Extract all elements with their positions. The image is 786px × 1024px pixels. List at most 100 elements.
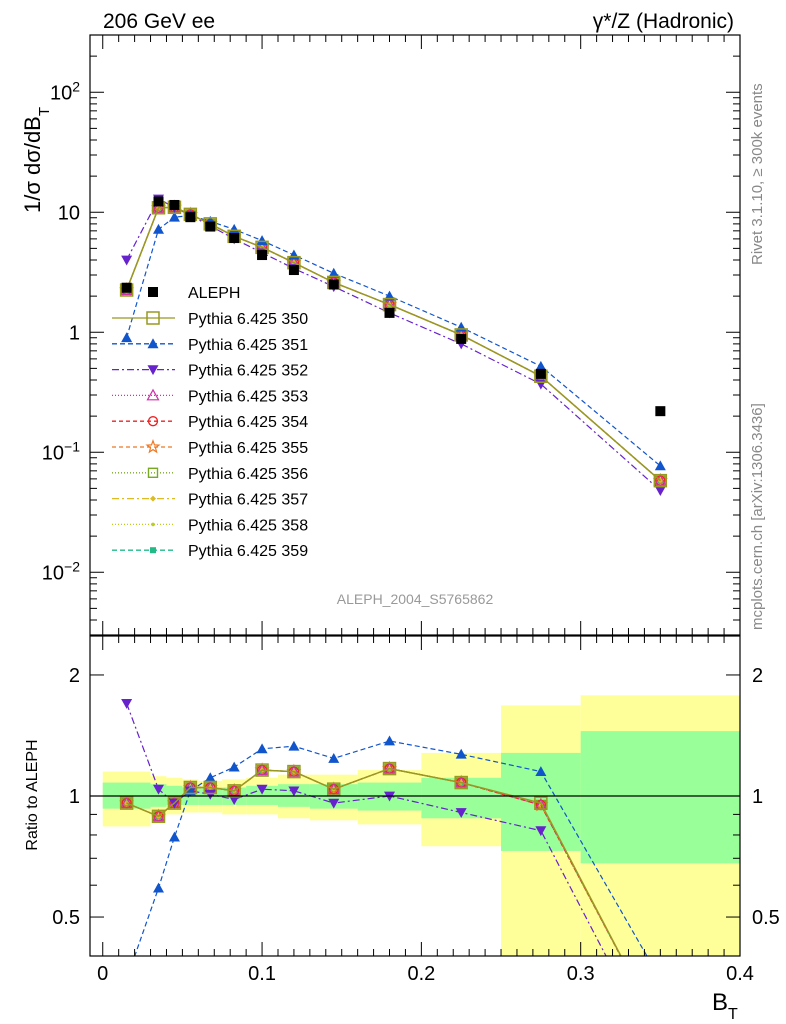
main-ytick-exponent: 2	[72, 78, 80, 94]
legend-label-aleph: ALEPH	[188, 285, 240, 302]
main-point-351-2	[168, 211, 180, 222]
ratio-line-350	[126, 767, 622, 956]
main-point-351-10	[455, 321, 467, 332]
legend-label-355: Pythia 6.425 355	[188, 440, 308, 457]
ratio-point-350-3	[183, 780, 198, 795]
ratio-y-axis-label: Ratio to ALEPH	[24, 739, 41, 850]
ratio-point-352-0	[121, 698, 133, 709]
ratio-point-350-1	[151, 809, 166, 824]
legend-marker-357	[150, 495, 156, 502]
ratio-point-350-7	[287, 764, 301, 779]
analysis-id-label: ALEPH_2004_S5765862	[337, 591, 494, 607]
aleph-point-3	[185, 212, 196, 223]
xtick-label-4: 0.4	[726, 963, 754, 985]
legend-label-357: Pythia 6.425 357	[188, 492, 308, 509]
aleph-point-6	[257, 250, 268, 261]
main-point-353-12	[653, 473, 667, 486]
xtick-label-2: 0.2	[407, 963, 435, 985]
main-ytick-label-3: 10	[58, 202, 80, 224]
energy-label: 206 GeV ee	[103, 10, 215, 33]
ratio-point-350-0	[119, 796, 134, 810]
main-ytick-label-4: 102	[50, 78, 80, 104]
legend-marker-356	[147, 467, 159, 478]
legend-label-352: Pythia 6.425 352	[188, 363, 308, 380]
main-point-351-1	[153, 223, 165, 234]
legend-marker-353	[146, 388, 160, 401]
ratio-point-352-8	[328, 798, 340, 809]
ratio-point-350-9	[382, 761, 397, 776]
ratio-point-353-0	[120, 796, 134, 809]
x-label-subscript: T	[728, 1006, 738, 1023]
ratio-point-350-6	[255, 763, 269, 777]
main-frame	[89, 34, 741, 636]
ratio-point-352-11	[535, 826, 547, 837]
legend-label-353: Pythia 6.425 353	[188, 388, 308, 405]
legend-marker-352	[147, 365, 159, 376]
main-point-351-6	[256, 235, 268, 246]
aleph-point-10	[456, 333, 467, 344]
main-point-352-0	[121, 255, 133, 266]
main-point-351-11	[535, 360, 547, 371]
band-inner-6	[246, 785, 278, 805]
ratio-point-351-8	[328, 752, 340, 763]
aleph-point-2	[169, 199, 180, 210]
ratio-point-353-9	[382, 761, 397, 774]
aleph-point-11	[535, 368, 546, 379]
ratio-point-352-10	[455, 808, 467, 818]
ratio-ytick-label-left-2: 2	[69, 665, 80, 687]
main-point-350-12	[653, 473, 668, 488]
ratio-uncertainty-bands	[102, 695, 740, 956]
main-ytick-label-0: 10−2	[42, 558, 80, 584]
rivet-version-label: Rivet 3.1.10, ≥ 300k events	[749, 83, 766, 265]
aleph-point-5	[229, 233, 240, 244]
aleph-point-8	[328, 279, 339, 290]
ratio-point-351-10	[455, 748, 467, 759]
legend-marker-350	[146, 311, 160, 325]
legend-label-354: Pythia 6.425 354	[188, 414, 308, 431]
ratio-point-350-10	[454, 775, 468, 790]
main-ytick-exponent: −1	[64, 438, 80, 454]
main-point-351-5	[228, 223, 240, 234]
legend-label-358: Pythia 6.425 358	[188, 517, 308, 534]
ratio-point-350-2	[167, 796, 182, 810]
mcplots-credit-label: mcplots.cern.ch [arXiv:1306.3436]	[749, 403, 766, 630]
legend-label-356: Pythia 6.425 356	[188, 466, 308, 483]
ratio-ytick-label-left-1: 1	[69, 786, 80, 808]
ratio-point-350-5	[227, 784, 241, 798]
aleph-point-7	[288, 265, 299, 276]
main-point-352-12	[654, 486, 666, 497]
xtick-label-0: 0	[97, 963, 108, 985]
aleph-point-9	[384, 307, 395, 318]
ratio-point-351-2	[168, 831, 180, 842]
ratio-point-352-5	[228, 795, 240, 806]
ratio-point-351-12	[655, 974, 666, 984]
ratio-point-351-6	[256, 743, 268, 754]
y-label-subscript: T	[36, 107, 53, 116]
legend: ALEPH Pythia 6.425 350 Pythia 6.425 351 Pyt…	[112, 285, 308, 560]
ratio-point-351-1	[153, 882, 165, 893]
xtick-label-1: 0.1	[248, 963, 276, 985]
legend-marker-355	[145, 439, 161, 454]
ratio-point-352-7	[288, 786, 300, 797]
main-point-351-7	[288, 249, 300, 260]
ratio-point-351-0	[121, 974, 132, 984]
axes-group: 10−2 10−1 1 10 102 0.5 0.5 1 1 2 2 0 0.1 0.2 0.3 0.4	[42, 34, 780, 985]
legend-marker-358	[151, 522, 155, 527]
ratio-point-351-7	[288, 740, 300, 751]
xtick-label-3: 0.3	[567, 963, 595, 985]
ratio-point-352-6	[256, 784, 268, 795]
band-inner-12	[580, 731, 740, 864]
legend-marker-354	[147, 416, 159, 427]
main-ytick-label-2: 1	[69, 322, 80, 344]
ratio-point-352-1	[153, 784, 165, 795]
aleph-point-4	[205, 221, 216, 232]
ratio-ytick-label-right-1: 1	[752, 786, 763, 808]
main-ytick-label-1: 10−1	[42, 438, 80, 464]
ratio-ytick-label-right-2: 2	[752, 665, 763, 687]
ratio-point-352-4	[204, 789, 216, 800]
ratio-point-350-11	[534, 796, 548, 810]
x-axis-label: BT	[712, 989, 738, 1023]
ratio-point-350-4	[203, 780, 218, 795]
legend-label-359: Pythia 6.425 359	[188, 543, 308, 560]
